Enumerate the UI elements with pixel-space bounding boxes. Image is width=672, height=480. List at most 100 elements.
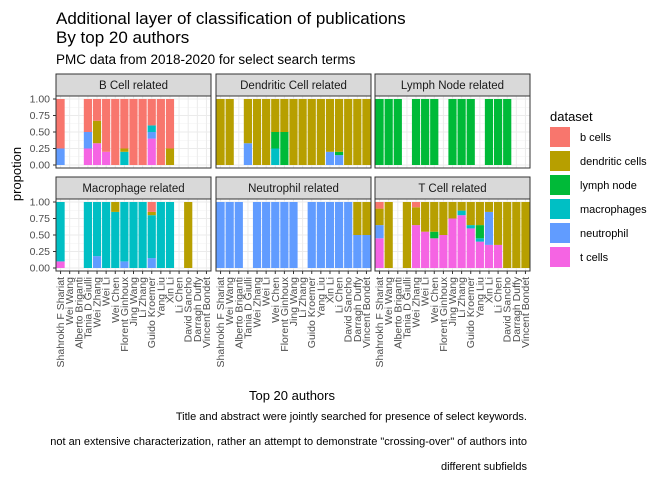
- x-axis-title: Top 20 authors: [249, 388, 336, 403]
- bar-segment: [457, 210, 466, 216]
- legend-swatch: [550, 199, 570, 219]
- bar-segment: [165, 99, 175, 149]
- bar-segment: [466, 202, 475, 226]
- bar-segment: [216, 202, 225, 268]
- bar-segment: [92, 202, 102, 257]
- x-tick-label: Wei Chen: [110, 277, 122, 323]
- bar-segment: [334, 155, 344, 165]
- facet-plot-border: [374, 95, 531, 169]
- chart-caption-line: Title and abstract were jointly searched…: [176, 411, 527, 423]
- bar-segment: [466, 99, 475, 165]
- bar-segment: [448, 202, 457, 219]
- legend-label: neutrophil: [580, 228, 628, 240]
- bar-segment: [243, 143, 253, 165]
- bar-segment: [111, 99, 120, 165]
- chart-caption-line: different subfields: [441, 461, 528, 473]
- bar-segment: [92, 99, 102, 121]
- x-tick-label: Jing Wang: [128, 277, 140, 326]
- bar-segment: [353, 99, 362, 165]
- bar-segment: [375, 99, 384, 165]
- x-tick-label: Guido Kroemer: [465, 277, 477, 349]
- y-tick-label: 0.50: [30, 127, 51, 139]
- bar-segment: [83, 132, 93, 149]
- x-tick-label: Shahrokh F Shariat: [215, 277, 227, 368]
- bar-segment: [325, 202, 335, 268]
- x-tick-label: Yang Liu: [474, 277, 486, 318]
- y-tick-label: 0.75: [30, 110, 51, 122]
- bar-segment: [262, 202, 271, 268]
- bar-segment: [165, 202, 175, 268]
- y-tick-label: 0.75: [30, 213, 51, 225]
- bar-segment: [353, 202, 362, 235]
- x-tick-label: Guido Kroemer: [146, 277, 158, 349]
- x-tick-label: Florent Ginhoux: [438, 276, 450, 351]
- bar-segment: [521, 202, 530, 268]
- x-tick-label: Shahrokh F Shariat: [55, 277, 67, 368]
- bar-segment: [457, 215, 466, 268]
- bar-segment: [484, 202, 494, 212]
- legend-label: macrophages: [580, 204, 647, 216]
- x-tick-label: Vincent Bondet: [201, 277, 213, 348]
- bar-segment: [384, 202, 393, 268]
- y-axis-title: propotion: [9, 147, 24, 201]
- bar-segment: [503, 99, 512, 165]
- bar-segment: [475, 238, 484, 242]
- bar-segment: [466, 228, 475, 268]
- legend-swatch: [550, 223, 570, 243]
- x-tick-label: Darragh Duffy: [192, 276, 204, 342]
- bar-segment: [375, 238, 384, 268]
- facet-plot-border: [215, 95, 372, 169]
- bar-segment: [271, 148, 280, 165]
- bar-segment: [120, 148, 129, 152]
- bar-segment: [271, 132, 280, 149]
- bar-segment: [243, 99, 253, 144]
- y-tick-label: 0.25: [30, 143, 51, 155]
- facet-strip-label: Neutrophil related: [248, 183, 339, 195]
- facet-strip-label: Macrophage related: [82, 183, 184, 195]
- x-tick-label: Guido Kroemer: [306, 277, 318, 349]
- bar-segment: [147, 211, 156, 216]
- bar-segment: [156, 202, 165, 268]
- y-tick-label: 1.00: [30, 197, 51, 209]
- bar-segment: [102, 151, 111, 165]
- bar-segment: [439, 202, 448, 235]
- bar-segment: [421, 99, 430, 165]
- bar-segment: [475, 225, 484, 239]
- x-tick-label: Xin Li: [483, 277, 495, 303]
- bar-segment: [334, 151, 344, 156]
- legend-item: t cells: [550, 247, 609, 267]
- y-tick-label: 0.50: [30, 230, 51, 242]
- x-tick-label: Darragh Duffy: [352, 276, 364, 342]
- bar-segment: [375, 225, 384, 239]
- bar-segment: [493, 99, 503, 165]
- x-tick-label: Yang Liu: [155, 277, 167, 318]
- x-tick-label: Jing Wang: [447, 277, 459, 326]
- bar-segment: [484, 211, 494, 245]
- bar-segment: [503, 202, 512, 268]
- bar-segment: [493, 244, 503, 268]
- bar-segment: [298, 99, 307, 165]
- bar-segment: [439, 235, 448, 268]
- bar-segment: [165, 148, 175, 165]
- x-tick-label: Jing Wang: [288, 277, 300, 326]
- facet-strip-label: T Cell related: [418, 183, 486, 195]
- bar-segment: [512, 202, 521, 268]
- bar-segment: [411, 99, 421, 165]
- x-tick-label: Vincent Bondet: [361, 277, 373, 348]
- bar-segment: [102, 99, 111, 152]
- bar-segment: [448, 99, 457, 165]
- bar-segment: [316, 202, 325, 268]
- bar-segment: [475, 241, 484, 268]
- bar-segment: [271, 99, 280, 132]
- bar-segment: [448, 218, 457, 268]
- x-tick-label: Wei Li: [101, 277, 113, 306]
- bar-segment: [184, 202, 193, 268]
- x-tick-label: Wei Chen: [429, 277, 441, 323]
- bar-segment: [225, 99, 234, 165]
- bar-segment: [129, 99, 138, 165]
- bar-segment: [262, 99, 271, 165]
- chart-title-line: By top 20 authors: [56, 28, 189, 47]
- bar-segment: [147, 132, 156, 139]
- bar-segment: [430, 238, 439, 268]
- x-tick-label: Wei Zhang: [92, 277, 104, 328]
